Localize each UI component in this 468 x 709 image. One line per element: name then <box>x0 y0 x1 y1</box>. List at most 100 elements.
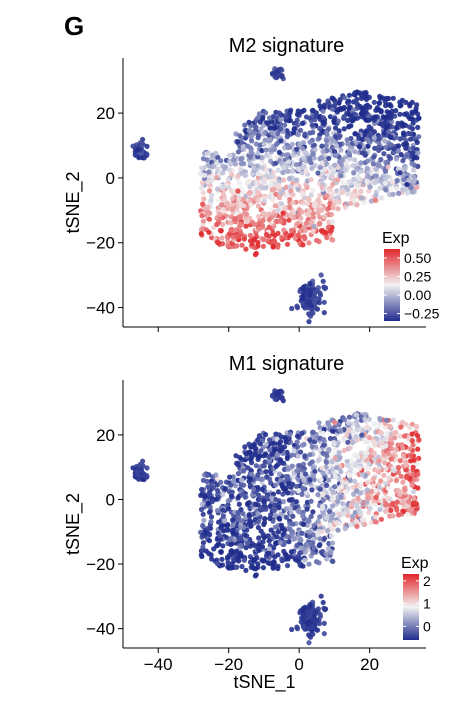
scatter-point <box>301 477 307 483</box>
scatter-point <box>237 550 243 556</box>
scatter-point <box>289 168 295 174</box>
scatter-point <box>261 557 267 563</box>
scatter-point <box>346 414 352 420</box>
scatter-point <box>289 141 295 147</box>
scatter-point <box>340 501 346 507</box>
scatter-point <box>239 492 246 498</box>
scatter-point <box>312 289 318 295</box>
scatter-point <box>388 456 394 462</box>
scatter-point <box>394 507 400 513</box>
scatter-point <box>316 238 322 245</box>
scatter-point <box>261 141 267 147</box>
scatter-point <box>387 423 393 429</box>
scatter-point <box>362 115 368 121</box>
scatter-point <box>338 427 344 433</box>
scatter-point <box>381 114 387 120</box>
scatter-point <box>235 460 241 466</box>
scatter-point <box>294 433 301 439</box>
scatter-point <box>324 235 330 241</box>
y-tick-label: 20 <box>96 426 115 445</box>
scatter-point <box>400 158 406 164</box>
scatter-point <box>336 128 342 134</box>
scatter-point <box>276 500 282 506</box>
scatter-point <box>286 539 292 545</box>
scatter-point <box>330 204 336 210</box>
scatter-point <box>232 161 239 167</box>
scatter-point <box>252 446 258 452</box>
scatter-point <box>397 458 403 464</box>
scatter-point <box>276 183 282 189</box>
scatter-point <box>324 193 330 199</box>
scatter-point <box>310 210 316 216</box>
scatter-point <box>225 498 231 504</box>
scatter-point <box>300 512 306 518</box>
scatter-point <box>206 509 213 515</box>
scatter-point <box>312 610 318 616</box>
scatter-point <box>329 106 335 112</box>
scatter-point <box>402 487 408 493</box>
scatter-point <box>300 164 306 170</box>
scatter-point <box>327 114 333 120</box>
scatter-point <box>222 518 228 524</box>
scatter-point <box>409 116 415 122</box>
scatter-point <box>323 285 329 291</box>
scatter-point <box>269 173 275 179</box>
scatter-point <box>308 498 314 504</box>
y-tick-label: 0 <box>106 490 115 509</box>
scatter-point <box>294 305 301 311</box>
scatter-point <box>215 476 221 482</box>
scatter-point <box>332 148 338 155</box>
scatter-point <box>346 427 352 433</box>
scatter-point <box>321 535 327 542</box>
scatter-point <box>255 239 261 246</box>
scatter-point <box>310 187 316 193</box>
scatter-point <box>285 168 291 174</box>
scatter-point <box>331 439 337 446</box>
scatter-point <box>400 445 406 451</box>
scatter-point <box>294 468 300 474</box>
scatter-point <box>144 465 150 471</box>
scatter-point <box>351 491 357 497</box>
scatter-point <box>262 137 268 143</box>
scatter-point <box>397 491 403 497</box>
scatter-point <box>291 126 297 132</box>
scatter-point <box>327 228 333 234</box>
scatter-point <box>277 448 284 454</box>
scatter-point <box>294 439 300 445</box>
scatter-point <box>311 545 317 551</box>
scatter-point <box>230 528 236 534</box>
scatter-point <box>390 417 396 423</box>
scatter-point <box>260 506 266 512</box>
scatter-point <box>287 109 293 116</box>
scatter-point <box>348 200 354 206</box>
scatter-point <box>306 529 312 535</box>
scatter-point <box>408 506 414 512</box>
scatter-point <box>332 447 339 453</box>
scatter-point <box>364 424 370 430</box>
scatter-point <box>241 161 247 167</box>
scatter-point <box>233 564 239 570</box>
scatter-point <box>234 234 240 240</box>
scatter-point <box>330 558 336 565</box>
scatter-point <box>198 171 204 177</box>
y-axis-label: tSNE_2 <box>63 493 84 555</box>
scatter-point <box>206 538 213 544</box>
scatter-point <box>205 501 211 507</box>
scatter-point <box>414 506 420 512</box>
scatter-point <box>268 206 274 212</box>
scatter-point <box>402 165 408 172</box>
scatter-point <box>334 465 340 471</box>
scatter-point <box>383 424 389 430</box>
scatter-point <box>134 469 140 475</box>
scatter-point <box>264 152 270 158</box>
scatter-point <box>410 120 416 126</box>
scatter-point <box>355 173 361 180</box>
scatter-point <box>256 535 262 541</box>
scatter-point <box>345 187 351 193</box>
scatter-point <box>317 125 323 132</box>
scatter-point <box>326 219 332 225</box>
scatter-point <box>232 216 238 222</box>
scatter-point <box>290 152 296 158</box>
scatter-point <box>300 200 306 206</box>
scatter-point <box>295 444 301 450</box>
